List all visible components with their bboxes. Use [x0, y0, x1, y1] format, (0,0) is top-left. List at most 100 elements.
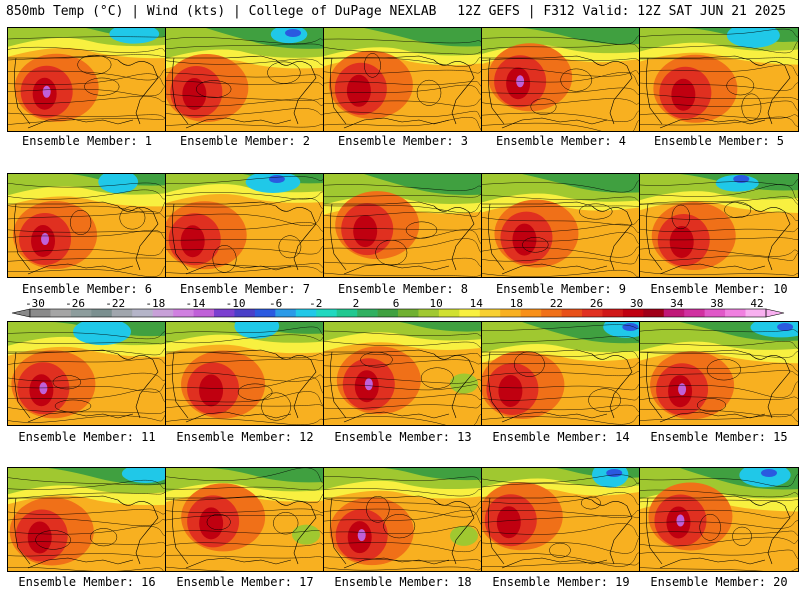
colorbar-swatch — [193, 309, 215, 317]
colorbar-tick-label: 38 — [710, 299, 723, 310]
ensemble-member-label: Ensemble Member: 15 — [650, 430, 788, 444]
ensemble-member-map — [7, 321, 167, 426]
temperature-colorbar: -30 -26 -22 -18 -14 -10 -6 -2 2 6 10 14 18 22 26 30 34 38… — [11, 299, 785, 318]
colorbar-swatch — [295, 309, 317, 317]
colorbar-tick-label: -30 — [25, 299, 45, 310]
colorbar-tick-label: 22 — [550, 299, 563, 310]
ensemble-member-label: Ensemble Member: 5 — [653, 134, 785, 148]
colorbar-swatch — [643, 309, 665, 317]
ensemble-member-label: Ensemble Member: 10 — [650, 282, 788, 296]
ensemble-member-label: Ensemble Member: 18 — [334, 575, 472, 589]
colorbar-tick-label: -22 — [105, 299, 125, 310]
map-title: 850mb Temp (°C) | Wind (kts) | College o… — [6, 4, 437, 19]
colorbar-swatch — [602, 309, 624, 317]
colorbar-swatch — [316, 309, 337, 317]
colorbar-swatch — [30, 309, 51, 317]
colorbar-swatch — [91, 309, 113, 317]
ensemble-member-map — [481, 321, 641, 426]
colorbar-swatch — [254, 309, 276, 317]
colorbar-tick-label: 42 — [750, 299, 763, 310]
colorbar-swatch — [336, 309, 358, 317]
ensemble-member-map — [7, 27, 167, 132]
colorbar-swatch — [479, 309, 501, 317]
colorbar-tick-label: 10 — [429, 299, 442, 310]
colorbar-tick-label: 2 — [353, 299, 360, 310]
ensemble-member-label: Ensemble Member: 7 — [179, 282, 311, 296]
colorbar-swatch — [520, 309, 542, 317]
ensemble-member-map — [7, 467, 167, 572]
ensemble-member-map — [481, 173, 641, 278]
colorbar-swatch — [541, 309, 562, 317]
colorbar-min-arrow — [11, 308, 31, 318]
ensemble-member-label: Ensemble Member: 9 — [495, 282, 627, 296]
colorbar-swatch — [50, 309, 72, 317]
colorbar-max-arrow — [765, 308, 785, 318]
colorbar-tick-label: 34 — [670, 299, 684, 310]
ensemble-member-map — [323, 467, 483, 572]
colorbar-swatch — [70, 309, 92, 317]
ensemble-member-label: Ensemble Member: 11 — [18, 430, 156, 444]
colorbar-tick-label: -6 — [269, 299, 282, 310]
ensemble-member-label: Ensemble Member: 1 — [21, 134, 153, 148]
ensemble-member-map — [165, 173, 325, 278]
colorbar-swatch — [152, 309, 174, 317]
colorbar-tick-label: -18 — [145, 299, 165, 310]
ensemble-member-map — [165, 467, 325, 572]
ensemble-member-label: Ensemble Member: 3 — [337, 134, 469, 148]
ensemble-member-map — [639, 173, 799, 278]
colorbar-swatch — [500, 309, 521, 317]
colorbar-swatch — [582, 309, 603, 317]
ensemble-member-map — [7, 173, 167, 278]
colorbar-swatch — [234, 309, 256, 317]
colorbar-tick-label: -2 — [309, 299, 322, 310]
colorbar-swatch — [275, 309, 297, 317]
ensemble-member-map — [165, 321, 325, 426]
ensemble-member-label: Ensemble Member: 12 — [176, 430, 314, 444]
colorbar-swatch — [561, 309, 583, 317]
ensemble-member-map — [639, 27, 799, 132]
ensemble-member-label: Ensemble Member: 14 — [492, 430, 630, 444]
colorbar-swatch — [418, 309, 440, 317]
colorbar-swatch — [725, 309, 746, 317]
colorbar-swatch — [111, 309, 133, 317]
ensemble-member-map — [481, 467, 641, 572]
colorbar-tick-label: -14 — [186, 299, 206, 310]
colorbar-tick-label: 30 — [630, 299, 643, 310]
colorbar-swatch — [622, 309, 644, 317]
model-valid-time: 12Z GEFS | F312 Valid: 12Z SAT JUN 21 20… — [457, 4, 786, 19]
ensemble-member-label: Ensemble Member: 17 — [176, 575, 314, 589]
colorbar-swatch — [357, 309, 378, 317]
ensemble-member-map — [481, 27, 641, 132]
colorbar-tick-label: -10 — [226, 299, 246, 310]
colorbar-swatch — [398, 309, 419, 317]
colorbar-swatch — [173, 309, 194, 317]
ensemble-member-label: Ensemble Member: 8 — [337, 282, 469, 296]
colorbar-swatch — [377, 309, 399, 317]
ensemble-member-label: Ensemble Member: 13 — [334, 430, 472, 444]
ensemble-member-label: Ensemble Member: 4 — [495, 134, 627, 148]
ensemble-member-map — [323, 27, 483, 132]
ensemble-member-label: Ensemble Member: 2 — [179, 134, 311, 148]
ensemble-member-map — [639, 321, 799, 426]
colorbar-tick-label: 6 — [393, 299, 400, 310]
colorbar-tick-label: 18 — [510, 299, 523, 310]
ensemble-member-map — [323, 321, 483, 426]
ensemble-member-label: Ensemble Member: 16 — [18, 575, 156, 589]
ensemble-member-label: Ensemble Member: 6 — [21, 282, 153, 296]
ensemble-member-map — [165, 27, 325, 132]
colorbar-tick-label: 14 — [470, 299, 484, 310]
colorbar-swatch — [663, 309, 685, 317]
ensemble-member-map — [639, 467, 799, 572]
colorbar-swatch — [704, 309, 726, 317]
ensemble-member-label: Ensemble Member: 19 — [492, 575, 630, 589]
colorbar-tick-label: 26 — [590, 299, 603, 310]
colorbar-swatch — [132, 309, 153, 317]
colorbar-tick-label: -26 — [65, 299, 85, 310]
colorbar-swatch — [684, 309, 705, 317]
colorbar-swatch — [745, 309, 767, 317]
ensemble-member-map — [323, 173, 483, 278]
colorbar-swatch — [438, 309, 460, 317]
ensemble-member-label: Ensemble Member: 20 — [650, 575, 788, 589]
colorbar-swatch — [459, 309, 481, 317]
colorbar-swatch — [214, 309, 235, 317]
